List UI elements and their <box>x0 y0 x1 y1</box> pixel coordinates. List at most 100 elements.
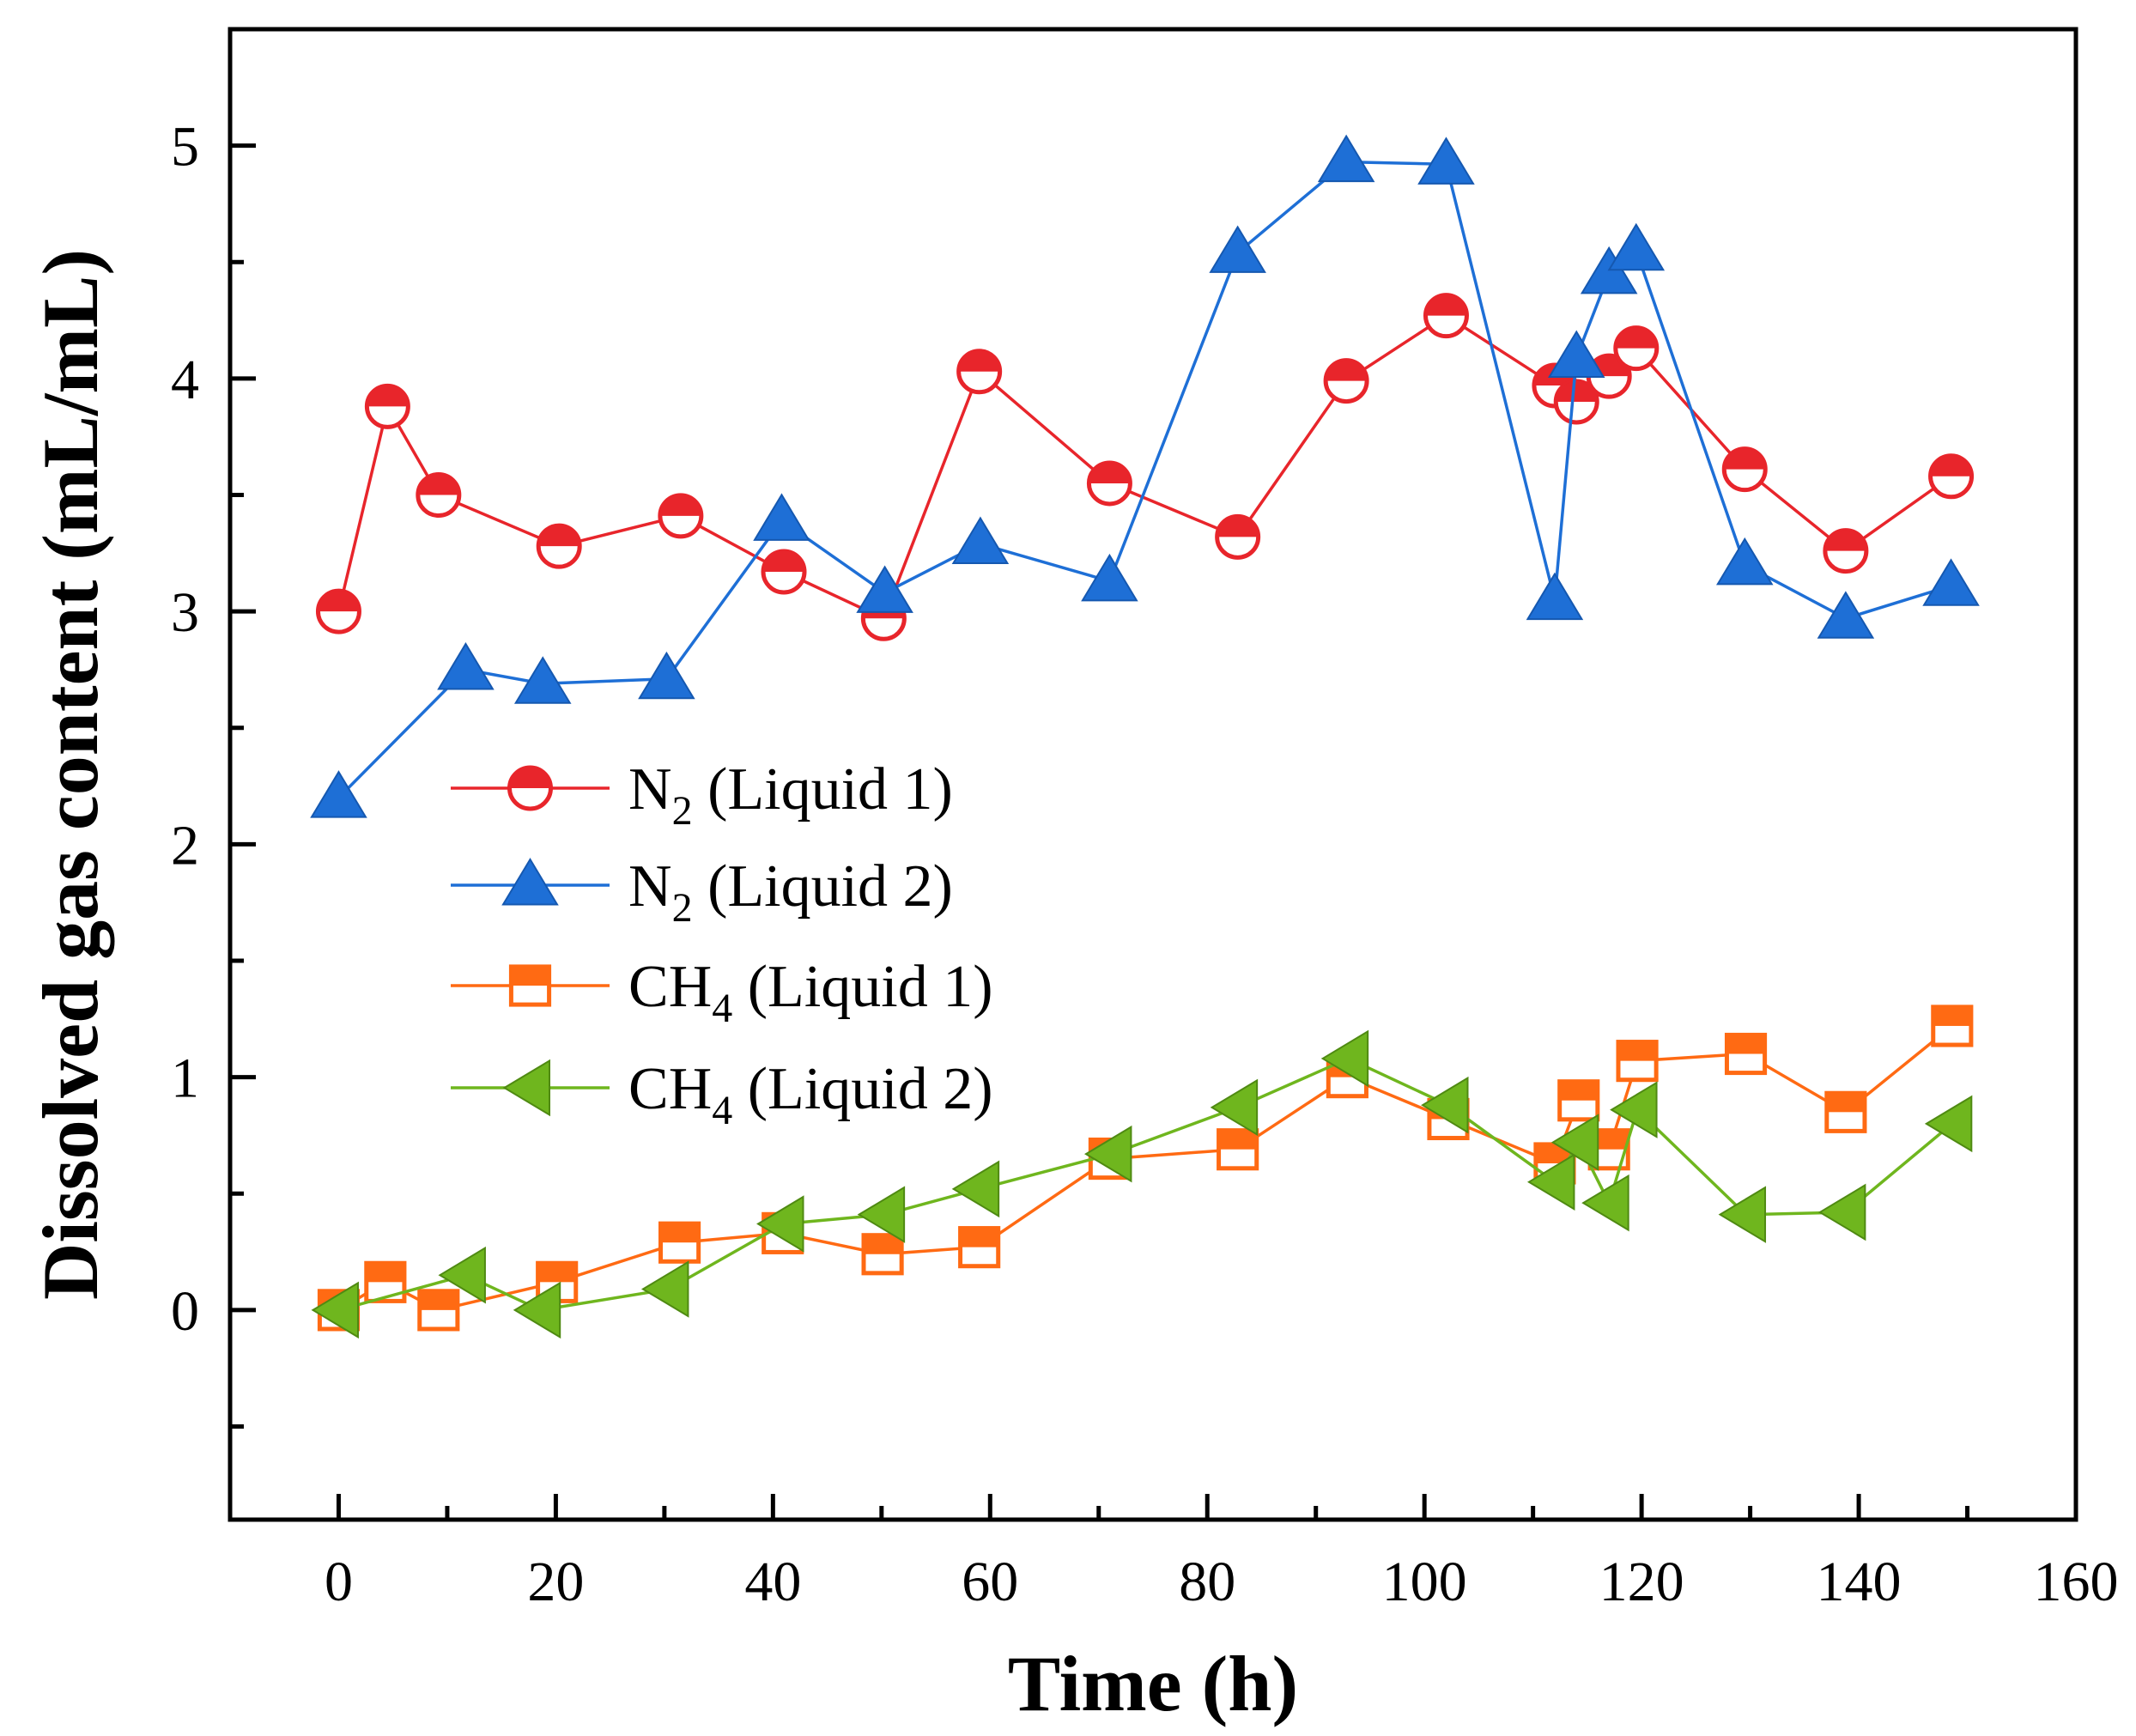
point-marker <box>1581 1174 1629 1232</box>
point-marker <box>1928 453 1975 500</box>
data-point-fill <box>1824 530 1866 551</box>
point-marker <box>1922 558 1980 606</box>
y-tick-label: 0 <box>171 1280 199 1343</box>
point-marker <box>1210 1078 1259 1137</box>
point-marker <box>315 588 361 634</box>
data-point-fill <box>1326 360 1368 381</box>
point-marker <box>856 565 913 613</box>
data-point-fill <box>318 591 360 612</box>
data-point <box>1547 330 1605 378</box>
series-line <box>338 1056 1953 1312</box>
data-point <box>1550 1114 1599 1171</box>
data-series <box>310 134 1980 1339</box>
x-tick-label: 80 <box>1179 1551 1235 1613</box>
point-marker <box>1086 460 1132 507</box>
x-tick-label: 20 <box>527 1551 584 1613</box>
data-point <box>1526 572 1584 621</box>
point-marker <box>1817 591 1875 639</box>
data-point-fill <box>1556 381 1598 402</box>
legend-label: N2 (Liquid 1) <box>628 756 953 834</box>
legend-label: N2 (Liquid 2) <box>628 853 953 931</box>
data-point-fill <box>1930 455 1972 476</box>
point-marker <box>1083 1125 1132 1183</box>
legend-marker <box>502 1059 550 1117</box>
point-marker <box>1526 572 1584 621</box>
data-point <box>951 1160 1000 1218</box>
data-point <box>1607 222 1666 271</box>
point-marker <box>1423 293 1469 339</box>
point-marker <box>1526 1153 1575 1211</box>
y-axis-title: Dissolved gas content (mL/mL) <box>27 249 114 1300</box>
data-point-fill <box>367 385 409 407</box>
point-marker <box>753 493 810 541</box>
data-point <box>1421 1076 1469 1134</box>
data-point <box>857 1186 906 1243</box>
point-marker <box>861 1233 904 1276</box>
data-point-fill <box>417 474 459 495</box>
series-line <box>337 313 1952 621</box>
data-point-fill <box>1590 1130 1629 1150</box>
point-marker <box>1317 134 1375 183</box>
data-point <box>1610 1081 1658 1138</box>
point-marker <box>1550 1114 1599 1171</box>
point-marker <box>1931 1005 1974 1047</box>
legend-item: CH4 (Liquid 2) <box>451 1056 993 1133</box>
data-point-fill <box>1559 1081 1598 1101</box>
data-point-fill <box>763 551 804 573</box>
point-marker <box>951 1160 1000 1218</box>
point-marker <box>1924 1095 1973 1153</box>
data-point-fill <box>509 768 551 788</box>
point-marker <box>1824 1090 1867 1133</box>
data-point <box>1081 553 1138 602</box>
legend-item: CH4 (Liquid 1) <box>451 954 993 1031</box>
data-point <box>513 656 572 704</box>
data-point <box>1924 1095 1973 1153</box>
point-marker <box>1557 1079 1600 1122</box>
data-point-fill <box>1217 516 1259 537</box>
data-point-fill <box>419 1290 458 1310</box>
data-point-fill <box>1425 294 1467 316</box>
point-marker <box>311 1281 359 1339</box>
y-tick-label: 4 <box>171 349 199 411</box>
point-marker <box>1323 358 1369 404</box>
data-point <box>502 1059 550 1117</box>
data-point-fill <box>366 1263 404 1283</box>
x-axis-ticks: 0 20 40 60 80 100 120 140 160 <box>325 1494 2119 1613</box>
data-point-fill <box>1617 1041 1657 1061</box>
legend-item: N2 (Liquid 1) <box>451 756 953 834</box>
data-point-fill <box>1933 1006 1971 1026</box>
point-marker <box>756 1195 804 1253</box>
series-line <box>337 1024 1953 1312</box>
data-point-fill <box>659 495 701 516</box>
data-point <box>1526 1153 1575 1211</box>
y-tick-label: 5 <box>171 116 199 179</box>
point-marker <box>536 523 582 569</box>
point-marker <box>1718 1186 1767 1243</box>
point-marker <box>1610 1081 1658 1138</box>
data-point <box>1083 1125 1132 1183</box>
data-point-fill <box>1218 1130 1257 1150</box>
data-point <box>1718 1186 1767 1243</box>
data-point <box>437 641 495 690</box>
data-point-fill <box>1089 462 1131 483</box>
x-tick-label: 140 <box>1817 1551 1902 1613</box>
y-tick-label: 2 <box>171 814 199 877</box>
point-marker <box>1613 325 1660 372</box>
point-marker <box>364 383 410 429</box>
point-marker <box>437 641 495 690</box>
series-3 <box>311 1029 1973 1339</box>
legend-item: N2 (Liquid 2) <box>451 853 953 931</box>
data-point <box>1417 137 1475 185</box>
data-point <box>638 651 695 700</box>
point-marker <box>417 1289 460 1332</box>
point-marker <box>310 770 367 818</box>
x-tick-label: 60 <box>962 1551 1018 1613</box>
legend-marker <box>501 858 559 906</box>
legend-label: CH4 (Liquid 1) <box>628 954 993 1031</box>
data-point-fill <box>537 1263 576 1283</box>
x-tick-label: 160 <box>2034 1551 2119 1613</box>
x-tick-label: 0 <box>325 1551 353 1613</box>
x-axis-title: Time (h) <box>1008 1640 1298 1727</box>
data-point <box>856 565 913 613</box>
data-point <box>513 1281 561 1339</box>
